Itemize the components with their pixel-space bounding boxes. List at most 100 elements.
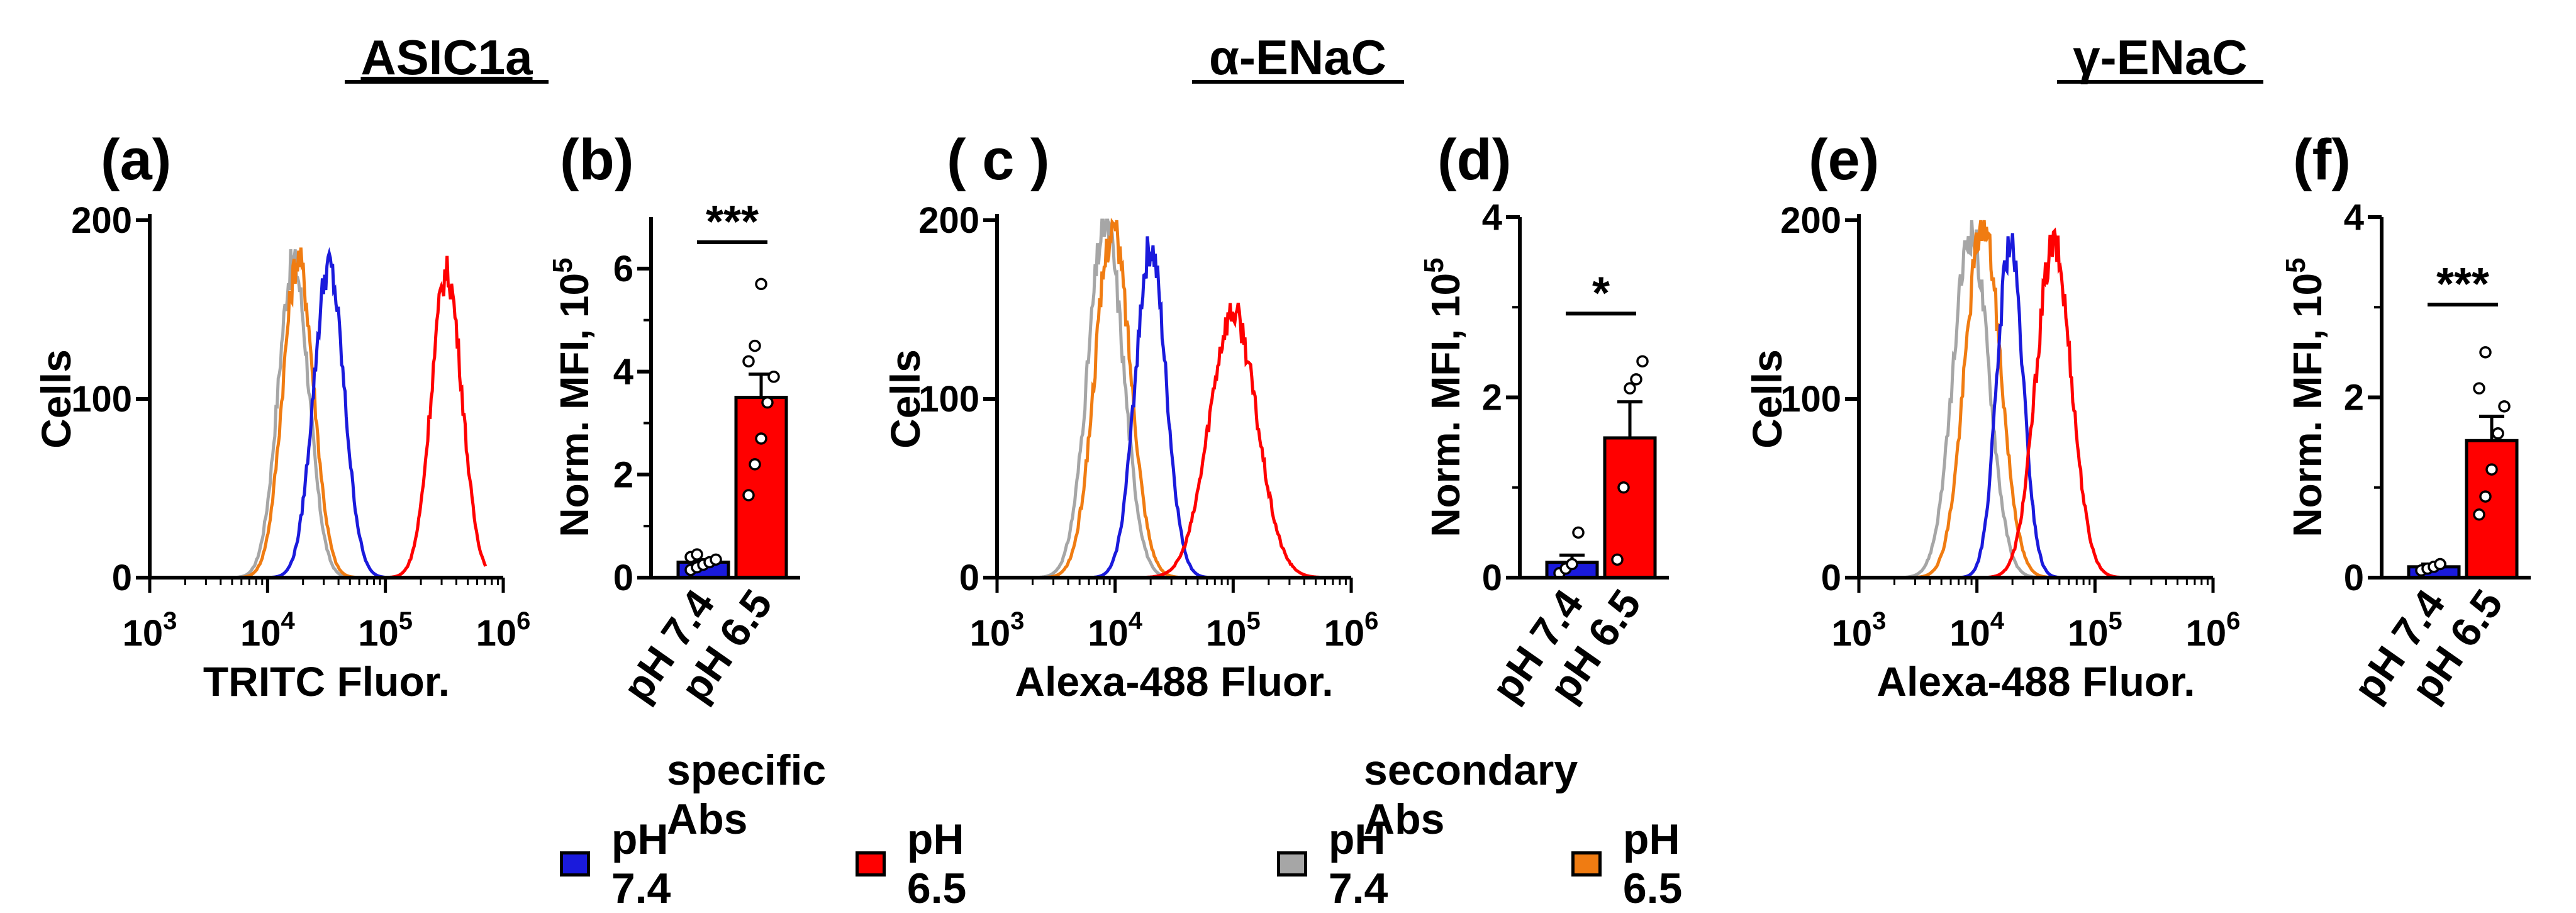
data-point [761,396,774,409]
legend-label: pH 6.5 [1622,815,1683,912]
x-tick-label: 103 [970,607,1025,654]
data-point [2485,463,2498,476]
histogram-line-1 [191,249,486,580]
panel-a: (a) 0 100 200 103 104 105 106 TRITC Fluor. Cells [33,128,530,705]
legend-swatch-gray [1277,851,1307,877]
y-tick-label: 100 [1780,379,1841,420]
histogram-line-4 [1900,227,2195,580]
title-alpha-enac: α-ENaC [1209,30,1386,85]
x-tick-label: 104 [1949,607,2005,654]
bar-2 [2465,439,2519,580]
y-tick-label: 4 [1482,197,1502,238]
y-tick-label: 2 [1482,378,1502,418]
bar-2 [734,396,788,580]
panel-label: ( c ) [947,128,1050,192]
y-tick-label: 0 [959,557,979,598]
histogram-line-1 [1038,218,1334,580]
x-axis-label: Alexa-488 Fluor. [1015,658,1333,705]
y-tick-label: 200 [71,200,132,241]
x-tick-label: 104 [240,607,296,654]
y-tick-label: 200 [1780,200,1841,241]
significance-stars: *** [706,197,759,247]
data-point [1572,526,1585,539]
data-point [2473,508,2485,521]
data-point [1624,382,1636,395]
histogram-line-2 [191,247,486,580]
legend-swatch-orange [1571,851,1602,877]
data-point [1617,481,1630,494]
y-tick-label: 0 [613,557,633,598]
x-tick-label: 103 [123,607,177,654]
data-point [755,432,767,445]
legend-item-secondary-ph65: pH 6.5 [1571,815,1699,913]
y-axis-label: Norm. MFI, 105 [2280,257,2330,537]
data-point [1630,373,1642,386]
panel-label: (e) [1809,128,1879,192]
data-point [2473,382,2485,395]
histogram-line-3 [1900,233,2195,580]
y-axis-label: Cells [1744,349,1790,449]
y-axis-label: Norm. MFI, 105 [547,257,597,537]
data-point [1611,553,1624,566]
y-tick-label: 4 [2344,197,2364,238]
legend-swatch-blue [560,851,590,877]
significance-stars: *** [2436,259,2489,310]
panel-label: (a) [101,128,171,192]
legend-label: pH 7.4 [1328,815,1388,912]
x-tick-label: 106 [476,607,531,654]
data-point [2492,427,2504,440]
x-tick-label: 104 [1088,607,1143,654]
legend-label: pH 6.5 [906,815,967,912]
legend-item-specific-ph74: pH 7.4 [560,815,688,913]
y-tick-label: 6 [613,249,633,289]
histogram-line-3 [191,247,486,580]
y-axis-label: Norm. MFI, 105 [1419,257,1468,537]
data-point [2498,400,2511,413]
data-point [742,355,755,367]
histogram-line-4 [191,255,488,580]
data-point [755,277,767,291]
data-point [710,553,722,566]
x-tick-label: 106 [1324,607,1379,654]
x-tick-label: 105 [358,607,413,654]
data-point [691,548,703,561]
y-tick-label: 4 [613,352,633,393]
data-point [749,458,761,471]
data-point [767,371,780,383]
panel-label: (b) [560,128,633,192]
y-tick-label: 2 [613,454,633,495]
y-tick-label: 2 [2344,378,2364,418]
y-tick-label: 0 [2344,557,2364,598]
legend-title-secondary: secondary Abs [1364,746,1578,843]
legend-item-secondary-ph74: pH 7.4 [1277,815,1405,913]
y-axis-label: Cells [882,349,928,449]
x-tick-label: 105 [2068,607,2122,654]
y-tick-label: 0 [1821,557,1841,598]
x-tick-label: 105 [1206,607,1261,654]
significance-stars: * [1592,268,1610,318]
y-tick-label: 0 [1482,557,1502,598]
legend-label: pH 7.4 [611,815,671,912]
x-axis-label: TRITC Fluor. [203,658,450,705]
x-tick-label: 103 [1832,607,1887,654]
data-point [742,489,755,501]
legend-item-specific-ph65: pH 6.5 [856,815,983,913]
panel-label: (f) [2293,128,2351,192]
data-point [2479,346,2492,359]
data-point [2434,557,2446,571]
legend-swatch-red [856,851,886,877]
title-asic1a: ASIC1a [360,30,533,85]
y-tick-label: 200 [918,200,979,241]
y-axis-label: Cells [33,349,79,449]
x-axis-label: Alexa-488 Fluor. [1876,658,2195,705]
panel-label: (d) [1437,128,1511,192]
legend-title-specific: specific Abs [667,746,827,843]
y-tick-label: 100 [71,379,132,420]
